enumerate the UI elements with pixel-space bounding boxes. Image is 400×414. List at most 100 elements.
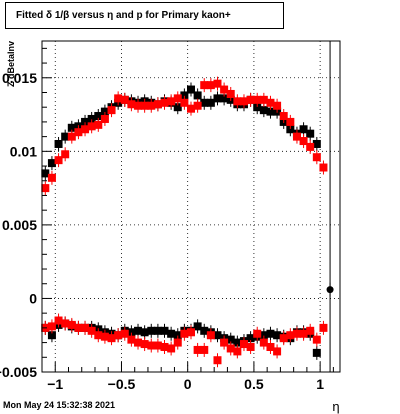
data-point [160, 342, 169, 351]
data-point [206, 98, 215, 107]
data-point [220, 94, 229, 103]
data-point [100, 114, 109, 123]
data-point [259, 95, 268, 104]
data-point [312, 335, 321, 344]
datestamp: Mon May 24 15:32:38 2021 [3, 400, 116, 410]
data-point [266, 98, 275, 107]
data-point [253, 329, 262, 338]
data-point [67, 132, 76, 141]
data-point [54, 316, 63, 325]
data-point [319, 323, 328, 332]
data-point [180, 91, 189, 100]
data-point [299, 137, 308, 146]
data-point [213, 79, 222, 88]
data-point [94, 331, 103, 340]
data-point [312, 139, 321, 148]
data-point [213, 94, 222, 103]
data-point [120, 95, 129, 104]
data-point [74, 323, 83, 332]
y-tick-label: 0.005 [2, 217, 37, 233]
data-point [81, 323, 90, 332]
data-point [312, 348, 321, 357]
data-point [173, 94, 182, 103]
data-point [81, 117, 90, 126]
data-point [120, 329, 129, 338]
data-point [180, 98, 189, 107]
data-point [273, 101, 282, 110]
data-point [107, 106, 116, 115]
data-point [187, 104, 195, 113]
data-point [54, 156, 63, 165]
data-point [187, 328, 195, 337]
data-point [266, 342, 275, 351]
data-point [147, 341, 156, 350]
data-point [206, 81, 215, 90]
data-point [140, 101, 149, 110]
data-point [81, 125, 90, 134]
data-point [259, 106, 268, 115]
data-point [226, 89, 235, 98]
data-point [193, 101, 202, 110]
data-point [47, 173, 56, 182]
data-point [160, 326, 169, 335]
data-point [47, 322, 56, 331]
data-point [193, 322, 202, 331]
y-axis-label: Z dBetaInv [6, 41, 16, 87]
data-point [54, 139, 63, 148]
data-point [259, 331, 268, 340]
data-point [246, 342, 255, 351]
data-point [167, 329, 176, 338]
data-point [200, 81, 209, 90]
data-point [193, 345, 202, 354]
data-point [200, 98, 209, 107]
data-point [266, 329, 275, 338]
data-point [226, 344, 235, 353]
data-point [266, 107, 275, 116]
data-point [253, 103, 262, 112]
data-point [306, 142, 315, 151]
data-point [153, 100, 162, 109]
data-point [87, 114, 96, 123]
y-tick-label: 0.015 [2, 70, 37, 86]
data-point [127, 335, 136, 344]
data-point [127, 100, 136, 109]
data-point [94, 120, 103, 129]
data-point [147, 326, 156, 335]
x-tick-label: −1 [47, 376, 63, 392]
data-point [220, 338, 229, 347]
data-point [279, 112, 288, 121]
data-point [226, 335, 235, 344]
data-point [160, 98, 169, 107]
data-point [200, 345, 209, 354]
data-point [286, 125, 295, 134]
data-point [153, 341, 162, 350]
data-point [74, 128, 83, 137]
y-tick-label: −0.005 [0, 364, 37, 380]
data-point [167, 344, 176, 353]
chart-title: Fitted δ 1/β versus η and p for Primary … [16, 10, 231, 21]
data-point [173, 338, 182, 347]
chart-title-box: Fitted δ 1/β versus η and p for Primary … [5, 2, 284, 29]
data-point [299, 329, 308, 338]
plot-frame [41, 40, 341, 373]
data-point [213, 331, 222, 340]
data-point [279, 334, 288, 343]
x-axis-label: η [332, 399, 339, 414]
data-point [87, 326, 96, 335]
data-point [107, 334, 116, 343]
data-point [246, 95, 255, 104]
data-point [273, 347, 282, 356]
data-point [306, 326, 315, 335]
data-point [193, 91, 202, 100]
data-point [239, 97, 248, 106]
data-point [94, 112, 103, 121]
data-point [233, 97, 242, 106]
data-point [273, 331, 282, 340]
data-point [67, 320, 76, 329]
data-point [246, 334, 255, 343]
data-point [319, 163, 328, 172]
data-point [61, 150, 70, 159]
data-point [292, 329, 301, 338]
data-point [220, 85, 229, 94]
data-point [114, 94, 123, 103]
